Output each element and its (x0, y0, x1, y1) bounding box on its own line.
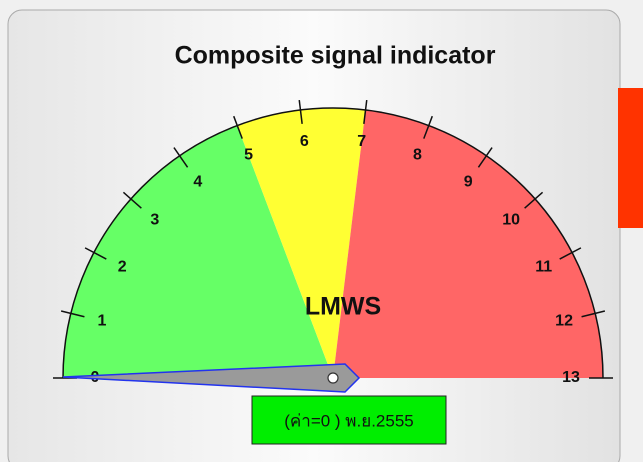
gauge-tick-label: 3 (150, 211, 159, 228)
gauge-tick-label: 10 (502, 211, 520, 228)
gauge-tick-label: 4 (193, 173, 202, 190)
gauge-tick (477, 147, 493, 168)
value-label: (ค่า=0 ) พ.ย.2555 (284, 411, 414, 430)
gauge-tick-label: 12 (555, 312, 573, 329)
gauge-tick-label: 5 (244, 147, 253, 164)
gauge-tick (298, 99, 303, 124)
gauge-tick (122, 191, 142, 209)
gauge-tick (423, 115, 433, 139)
gauge-label: LMWS (305, 293, 381, 321)
gauge-tick-label: 8 (413, 147, 422, 164)
gauge-arc (62, 107, 604, 379)
gauge-tick (524, 191, 544, 209)
needle (62, 363, 361, 393)
gauge-tick (173, 147, 189, 168)
gauge-tick (581, 310, 606, 318)
gauge-tick-label: 9 (464, 173, 473, 190)
gauge-tick (233, 115, 243, 139)
gauge-tick-label: 1 (97, 312, 106, 329)
chart-title: Composite signal indicator (175, 42, 496, 70)
gauge-tick-label: 7 (357, 133, 366, 150)
gauge-tick-label: 11 (535, 259, 552, 276)
value-box (251, 395, 447, 445)
gauge-tick-label: 2 (118, 259, 127, 276)
side-box (618, 88, 643, 228)
needle-hub (327, 372, 339, 384)
gauge-tick (559, 247, 582, 260)
gauge-tick-label: 6 (300, 133, 309, 150)
gauge-tick (60, 310, 85, 318)
gauge-tick-label: 13 (562, 369, 580, 386)
gauge-tick (363, 99, 368, 124)
gauge-band (63, 125, 333, 378)
gauge-band (237, 108, 366, 378)
gauge-tick (84, 247, 107, 260)
gauge-band (333, 109, 603, 379)
